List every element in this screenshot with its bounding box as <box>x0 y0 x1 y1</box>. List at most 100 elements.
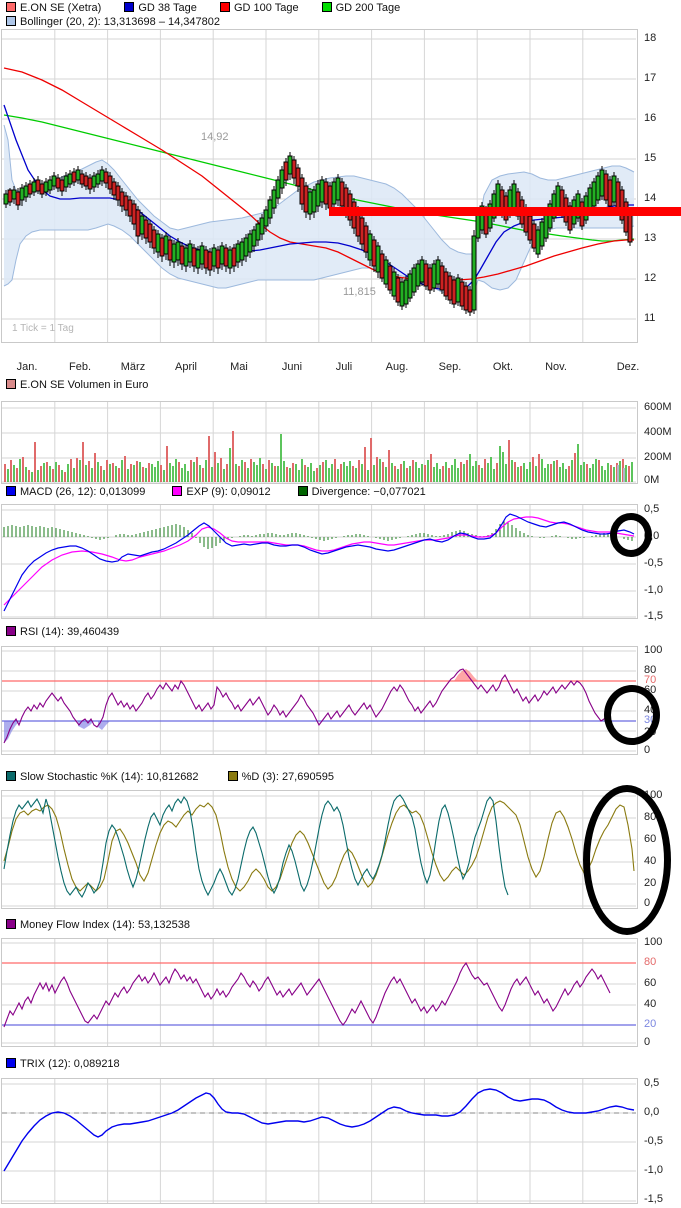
legend-label-volume: E.ON SE Volumen in Euro <box>20 379 149 391</box>
legend-item-stoch-d: %D (3): 27,690595 <box>227 771 334 784</box>
volume-axis: 600M 400M 200M 0M <box>637 401 681 486</box>
trix-tick: -1,5 <box>644 1193 663 1205</box>
legend-item-bollinger: Bollinger (20, 2): 13,313698 – 14,347802 <box>6 16 220 29</box>
stochastic-grid <box>2 791 636 908</box>
volume-tick: 200M <box>644 451 672 463</box>
legend-label-exp: EXP (9): 0,09012 <box>186 486 271 498</box>
mfi-svg <box>2 939 636 1046</box>
trix-tick: -1,0 <box>644 1164 663 1176</box>
trix-line <box>3 1088 635 1172</box>
mfi-oversold-label: 20 <box>644 1018 657 1030</box>
volume-tick: 400M <box>644 426 672 438</box>
month-label: Juni <box>281 361 303 373</box>
legend-swatch-trix <box>6 1058 16 1068</box>
legend-label-eon: E.ON SE (Xetra) <box>20 2 102 14</box>
macd-panel: 0,5 0,0 -0,5 -1,0 -1,5 <box>0 503 681 622</box>
trix-tick: -0,5 <box>644 1135 663 1147</box>
volume-grid <box>2 402 636 483</box>
rsi-overbought-fill <box>454 669 478 681</box>
rsi-grid <box>2 647 636 754</box>
price-high-annotation: 14,92 <box>201 131 229 143</box>
month-label: Okt. <box>492 361 514 373</box>
macd-exp-line <box>3 516 635 606</box>
stochastic-panel: 100 80 60 40 20 0 <box>0 789 681 911</box>
mfi-panel: 100 80 60 40 20 0 <box>0 936 681 1049</box>
volume-panel: 600M 400M 200M 0M <box>0 401 681 486</box>
stochastic-legend: Slow Stochastic %K (14): 10,812682 %D (3… <box>6 771 340 784</box>
month-label: März <box>120 361 146 373</box>
legend-item-gd200: GD 200 Tage <box>321 2 401 15</box>
macd-grid <box>2 505 636 618</box>
price-tick: 17 <box>644 72 657 84</box>
price-tick: 13 <box>644 232 657 244</box>
legend-swatch-mfi <box>6 919 16 929</box>
mfi-line <box>3 961 611 1028</box>
macd-tick: -0,5 <box>644 557 663 569</box>
stochastic-annotation-ellipse <box>583 785 671 935</box>
price-panel: 14,92 11,815 1 Tick = 1 Tag 18 17 16 15 … <box>0 29 681 345</box>
stochastic-svg <box>2 791 636 908</box>
price-low-annotation: 11,815 <box>343 286 376 298</box>
rsi-tick: 0 <box>644 744 651 756</box>
main-legend-row1: E.ON SE (Xetra) GD 38 Tage GD 100 Tage G… <box>6 2 406 15</box>
rsi-plot <box>1 646 637 755</box>
macd-tick: -1,0 <box>644 584 663 596</box>
price-svg <box>2 30 636 342</box>
trix-grid <box>2 1079 636 1203</box>
legend-label-mfi: Money Flow Index (14): 53,132538 <box>20 919 190 931</box>
month-label: Aug. <box>385 361 409 373</box>
legend-item-eon: E.ON SE (Xetra) <box>6 2 101 15</box>
legend-label-trix: TRIX (12): 0,089218 <box>20 1058 120 1070</box>
mfi-overbought-label: 80 <box>644 956 657 968</box>
legend-label-gd200: GD 200 Tage <box>335 2 401 14</box>
mfi-legend: Money Flow Index (14): 53,132538 <box>6 919 196 932</box>
trix-tick: 0,5 <box>644 1077 660 1089</box>
month-label: Sep. <box>438 361 462 373</box>
legend-swatch-stoch-k <box>6 771 16 781</box>
price-tick: 11 <box>644 312 656 324</box>
stochastic-k-line <box>3 794 509 899</box>
price-plot: 14,92 11,815 1 Tick = 1 Tag <box>1 29 637 343</box>
legend-label-divergence: Divergence: −0,077021 <box>311 486 426 498</box>
mfi-tick: 60 <box>644 977 657 989</box>
month-label: Feb. <box>68 361 92 373</box>
trix-plot <box>1 1078 637 1204</box>
volume-tick: 0M <box>644 474 660 486</box>
legend-label-gd100: GD 100 Tage <box>233 2 299 14</box>
legend-swatch-macd <box>6 486 16 496</box>
trix-tick: 0,0 <box>644 1106 660 1118</box>
rsi-oversold-fill <box>4 721 110 743</box>
rsi-panel: 100 70 80 60 40 30 20 0 <box>0 644 681 757</box>
macd-axis: 0,5 0,0 -0,5 -1,0 -1,5 <box>637 503 681 622</box>
legend-swatch-volume <box>6 379 16 389</box>
mfi-axis: 100 80 60 40 20 0 <box>637 936 681 1048</box>
rsi-tick: 80 <box>644 664 657 676</box>
legend-label-macd: MACD (26, 12): 0,013099 <box>20 486 146 498</box>
main-legend-row2: Bollinger (20, 2): 13,313698 – 14,347802 <box>6 16 226 29</box>
mfi-grid <box>2 939 636 1046</box>
rsi-annotation-ellipse <box>604 685 660 745</box>
candlesticks <box>3 152 633 316</box>
mfi-tick: 100 <box>644 936 663 948</box>
mfi-plot <box>1 938 637 1047</box>
legend-item-divergence: Divergence: −0,077021 <box>297 486 426 499</box>
legend-item-gd100: GD 100 Tage <box>219 2 299 15</box>
trix-svg <box>2 1079 636 1203</box>
legend-label-gd38: GD 38 Tage <box>138 2 197 14</box>
macd-legend: MACD (26, 12): 0,013099 EXP (9): 0,09012… <box>6 486 432 499</box>
legend-item-stoch-k: Slow Stochastic %K (14): 10,812682 <box>6 771 199 784</box>
bollinger-upper <box>3 124 635 255</box>
month-label: Mai <box>230 361 248 373</box>
month-label: Nov. <box>545 361 567 373</box>
price-tick: 15 <box>644 152 657 164</box>
legend-label-rsi: RSI (14): 39,460439 <box>20 626 120 638</box>
legend-swatch-gd200 <box>321 2 332 12</box>
price-tick: 18 <box>644 32 657 44</box>
legend-label-stoch-k: Slow Stochastic %K (14): 10,812682 <box>20 771 199 783</box>
bollinger-lower <box>3 223 635 299</box>
legend-swatch-rsi <box>6 626 16 636</box>
rsi-overbought-label: 70 <box>644 674 657 686</box>
month-label: Dez. <box>616 361 640 373</box>
legend-swatch-bollinger <box>6 16 16 26</box>
macd-annotation-ellipse <box>610 513 652 557</box>
